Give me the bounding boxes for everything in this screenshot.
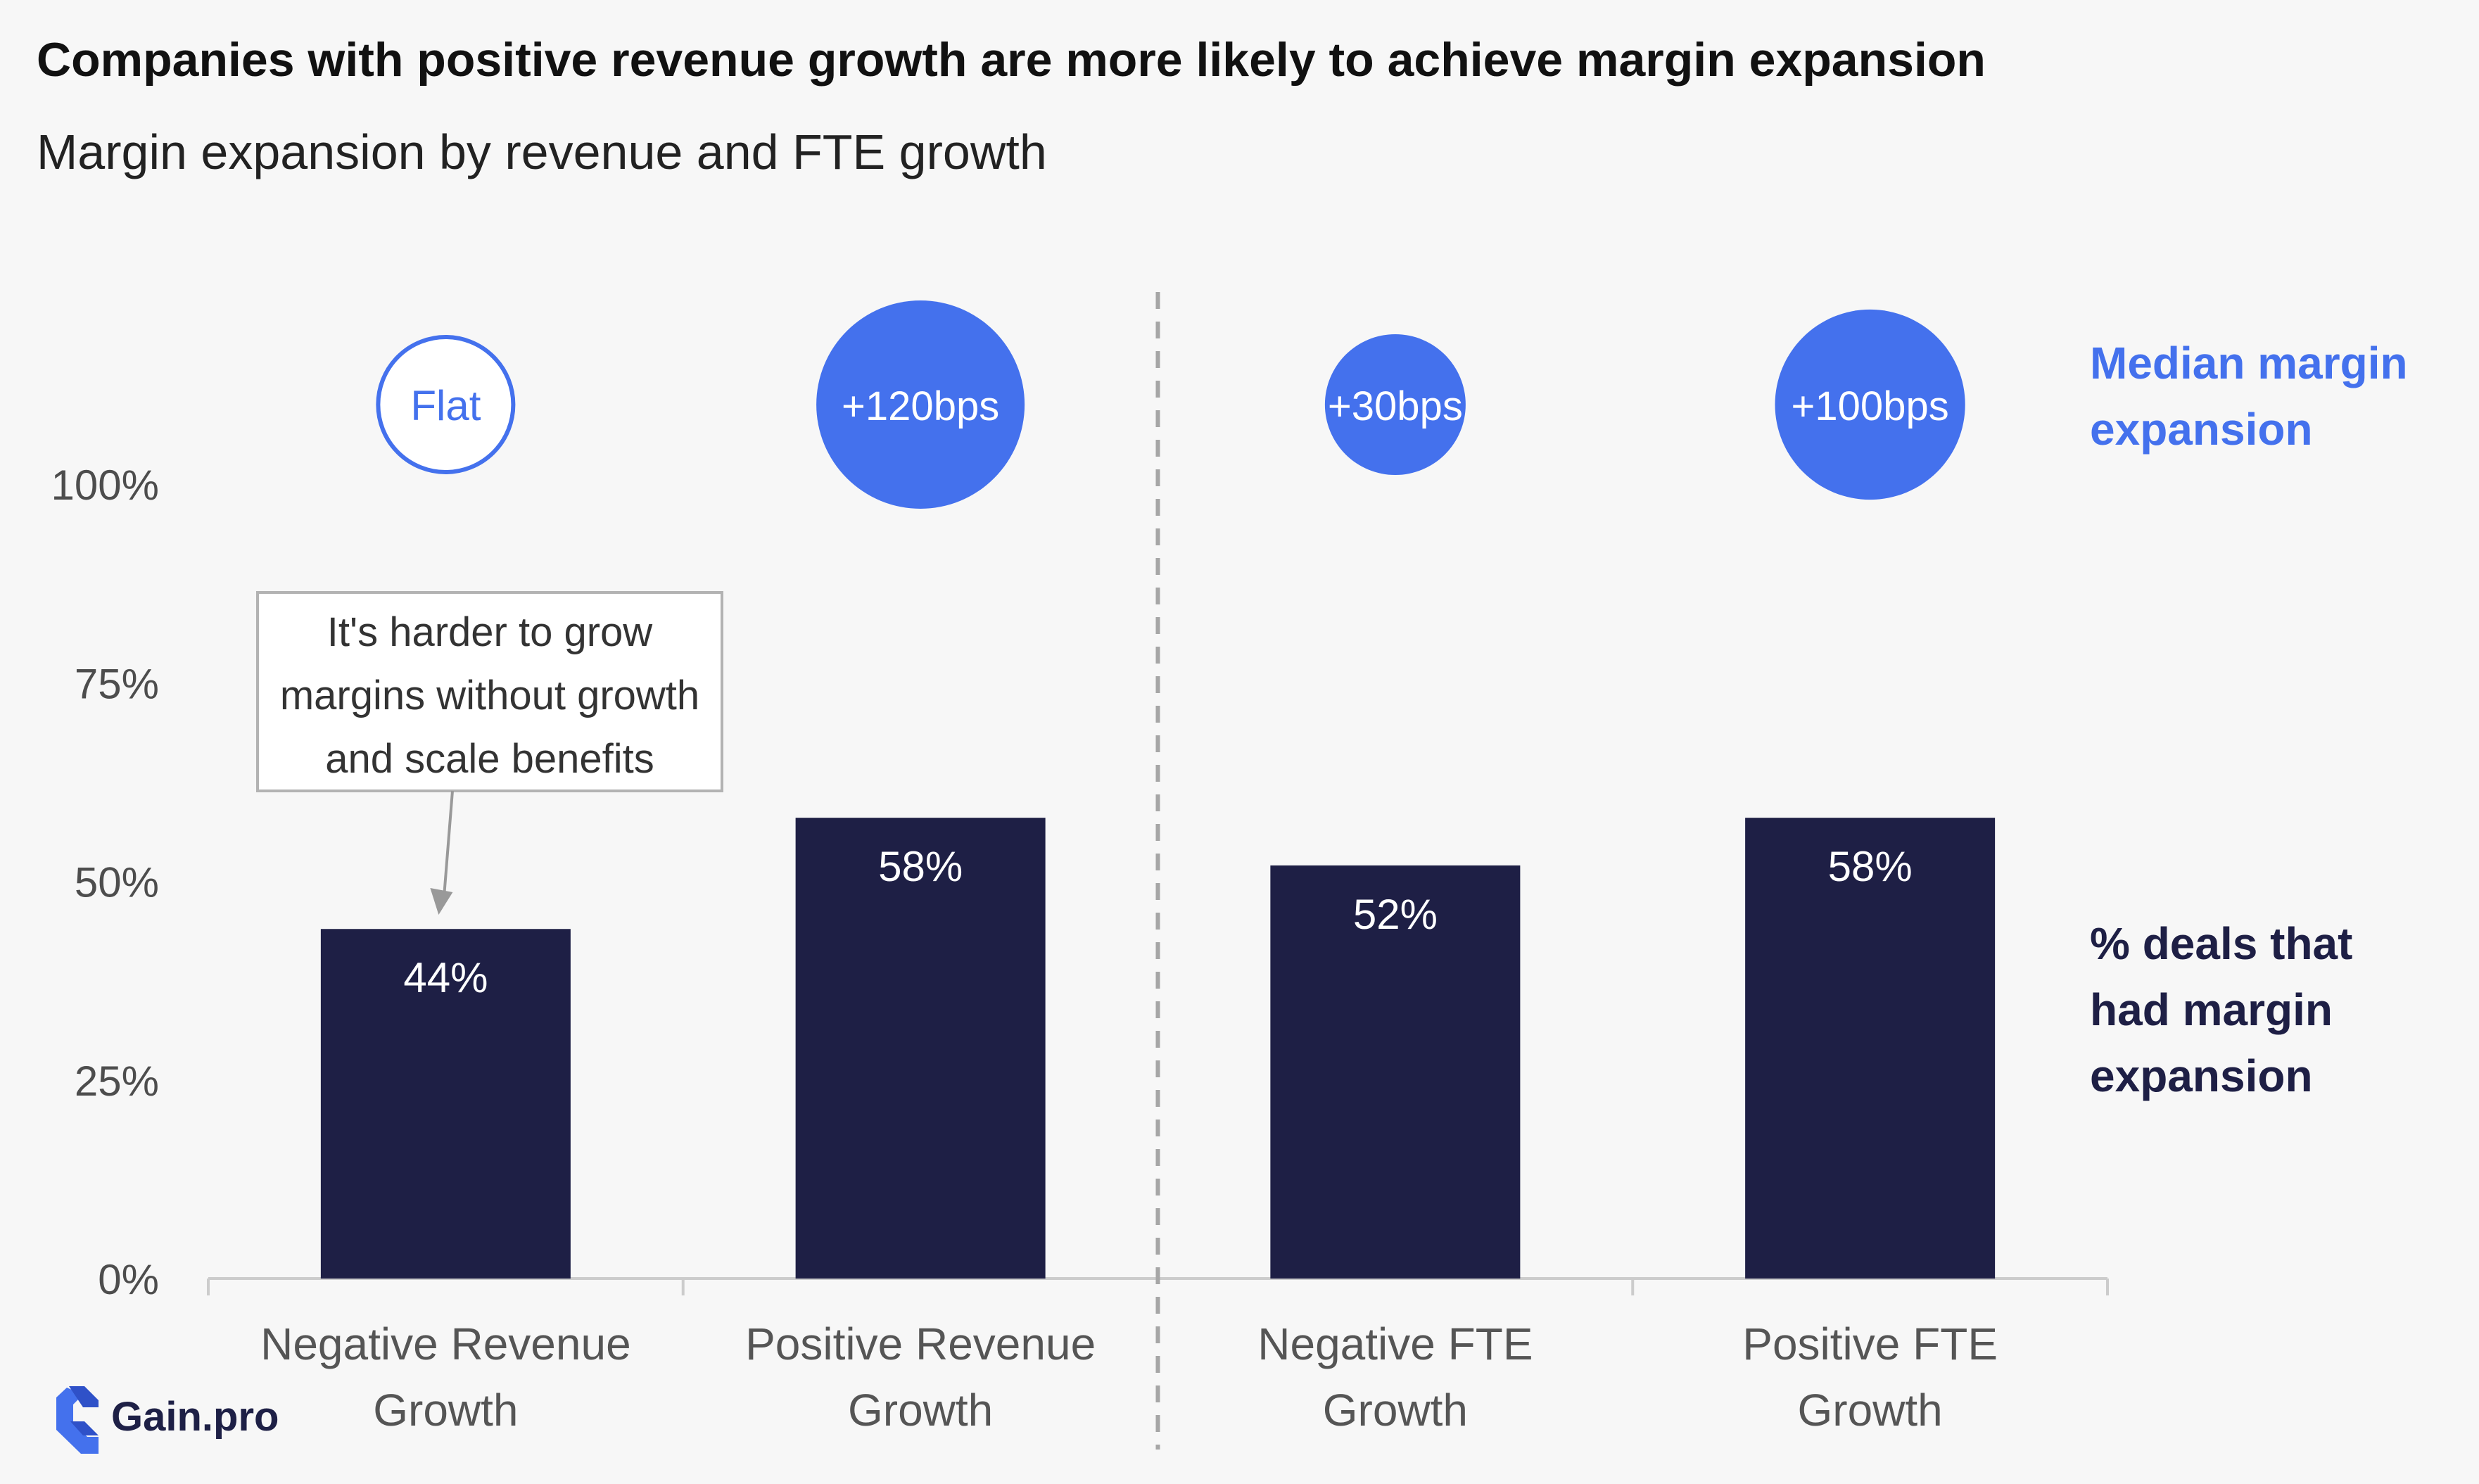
chart-title: Companies with positive revenue growth a… xyxy=(37,33,1986,87)
bubble xyxy=(376,335,516,474)
bubble-label: +100bps xyxy=(1792,383,1949,429)
annotation-arrow-line xyxy=(443,790,454,894)
bubble-label: +30bps xyxy=(1328,383,1463,429)
brand-logo: Gain.pro xyxy=(56,1386,279,1454)
x-category-label: Growth xyxy=(1323,1385,1468,1435)
bar-value-label: 58% xyxy=(1828,843,1913,890)
bar-value-label: 52% xyxy=(1353,891,1438,938)
annotation-text: and scale benefits xyxy=(325,736,654,782)
bar-legend-label: had margin xyxy=(2090,984,2333,1035)
bar xyxy=(1270,865,1521,1279)
bar xyxy=(320,929,571,1279)
bar-legend-label: expansion xyxy=(2090,1051,2313,1101)
chart-subtitle: Margin expansion by revenue and FTE grow… xyxy=(37,125,1047,179)
bubble-label: +120bps xyxy=(842,383,999,429)
x-category-label: Negative FTE xyxy=(1257,1319,1533,1369)
bar xyxy=(795,818,1046,1279)
bar-legend-label: % deals that xyxy=(2090,918,2352,969)
y-tick-label: 25% xyxy=(75,1058,159,1105)
bar xyxy=(1745,818,1996,1279)
bubble xyxy=(1775,309,1965,500)
bubble-legend-label: Median margin xyxy=(2090,338,2408,388)
y-tick-label: 50% xyxy=(75,859,159,906)
bar-value-label: 44% xyxy=(403,954,488,1001)
x-category-label: Positive FTE xyxy=(1742,1319,1998,1369)
plot-area: 0% 25% 50% 75% 100% 44% Negative Revenue Growth… xyxy=(51,292,2408,1450)
annotation-text: It's harder to grow xyxy=(327,609,654,655)
x-category-label: Growth xyxy=(1797,1385,1942,1435)
x-category-label: Negative Revenue xyxy=(260,1319,631,1369)
x-category-label: Positive Revenue xyxy=(745,1319,1096,1369)
annotation-arrow-head-icon xyxy=(430,888,453,915)
annotation-box xyxy=(256,591,723,792)
gain-pro-logo-icon xyxy=(56,1386,99,1454)
bubble xyxy=(816,300,1025,509)
bubble xyxy=(1324,334,1466,475)
x-category-label: Growth xyxy=(848,1385,993,1435)
y-tick-label: 100% xyxy=(51,462,159,509)
y-tick-label: 0% xyxy=(98,1256,159,1303)
x-category-label: Growth xyxy=(373,1385,518,1435)
brand-name: Gain.pro xyxy=(111,1394,279,1440)
bar-value-label: 58% xyxy=(878,843,963,890)
annotation-text: margins without growth xyxy=(280,673,699,718)
y-tick-label: 75% xyxy=(75,660,159,707)
bubble-legend-label: expansion xyxy=(2090,404,2313,455)
bubble-label: Flat xyxy=(410,382,481,429)
